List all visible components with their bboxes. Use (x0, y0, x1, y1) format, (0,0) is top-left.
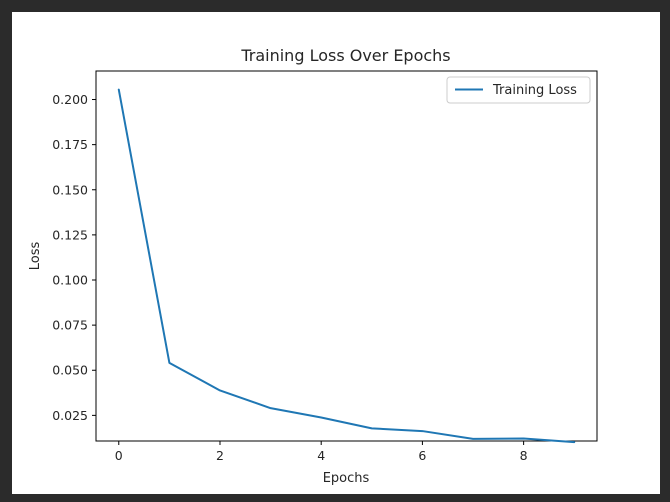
data-point (270, 407, 272, 409)
y-axis: 0.025 0.050 0.075 0.100 0.125 0.150 0.175 0.200 (52, 92, 96, 423)
data-point (118, 89, 120, 91)
legend-label-training-loss: Training Loss (492, 83, 577, 98)
y-tick-label: 0.150 (52, 182, 88, 197)
series-line-training-loss (117, 88, 576, 444)
y-tick-label: 0.075 (52, 318, 88, 333)
data-point (472, 438, 474, 440)
y-tick-label: 0.050 (52, 363, 88, 378)
legend: Training Loss (446, 76, 591, 104)
y-tick-label: 0.025 (52, 408, 88, 423)
x-tick-label: 4 (317, 448, 325, 463)
data-point (523, 437, 525, 439)
chart-title: Training Loss Over Epochs (240, 46, 450, 65)
x-tick-label: 0 (115, 448, 123, 463)
plot-area-frame (95, 70, 598, 442)
x-axis: 0 2 4 6 8 (115, 441, 528, 463)
y-axis-label: Loss (28, 242, 43, 271)
series-layer (117, 88, 576, 444)
data-point (371, 427, 373, 429)
x-tick-label: 2 (216, 448, 224, 463)
x-axis-label: Epochs (323, 471, 370, 486)
data-point (421, 430, 423, 432)
data-point (320, 417, 322, 419)
data-point (219, 389, 221, 391)
y-tick-label: 0.100 (52, 273, 88, 288)
y-tick-label: 0.175 (52, 137, 88, 152)
y-tick-label: 0.125 (52, 227, 88, 242)
data-point (573, 441, 575, 443)
legend-box (446, 76, 591, 104)
x-tick-label: 6 (418, 448, 426, 463)
y-tick-label: 0.200 (52, 92, 88, 107)
data-point (168, 362, 170, 364)
x-tick-label: 8 (520, 448, 528, 463)
